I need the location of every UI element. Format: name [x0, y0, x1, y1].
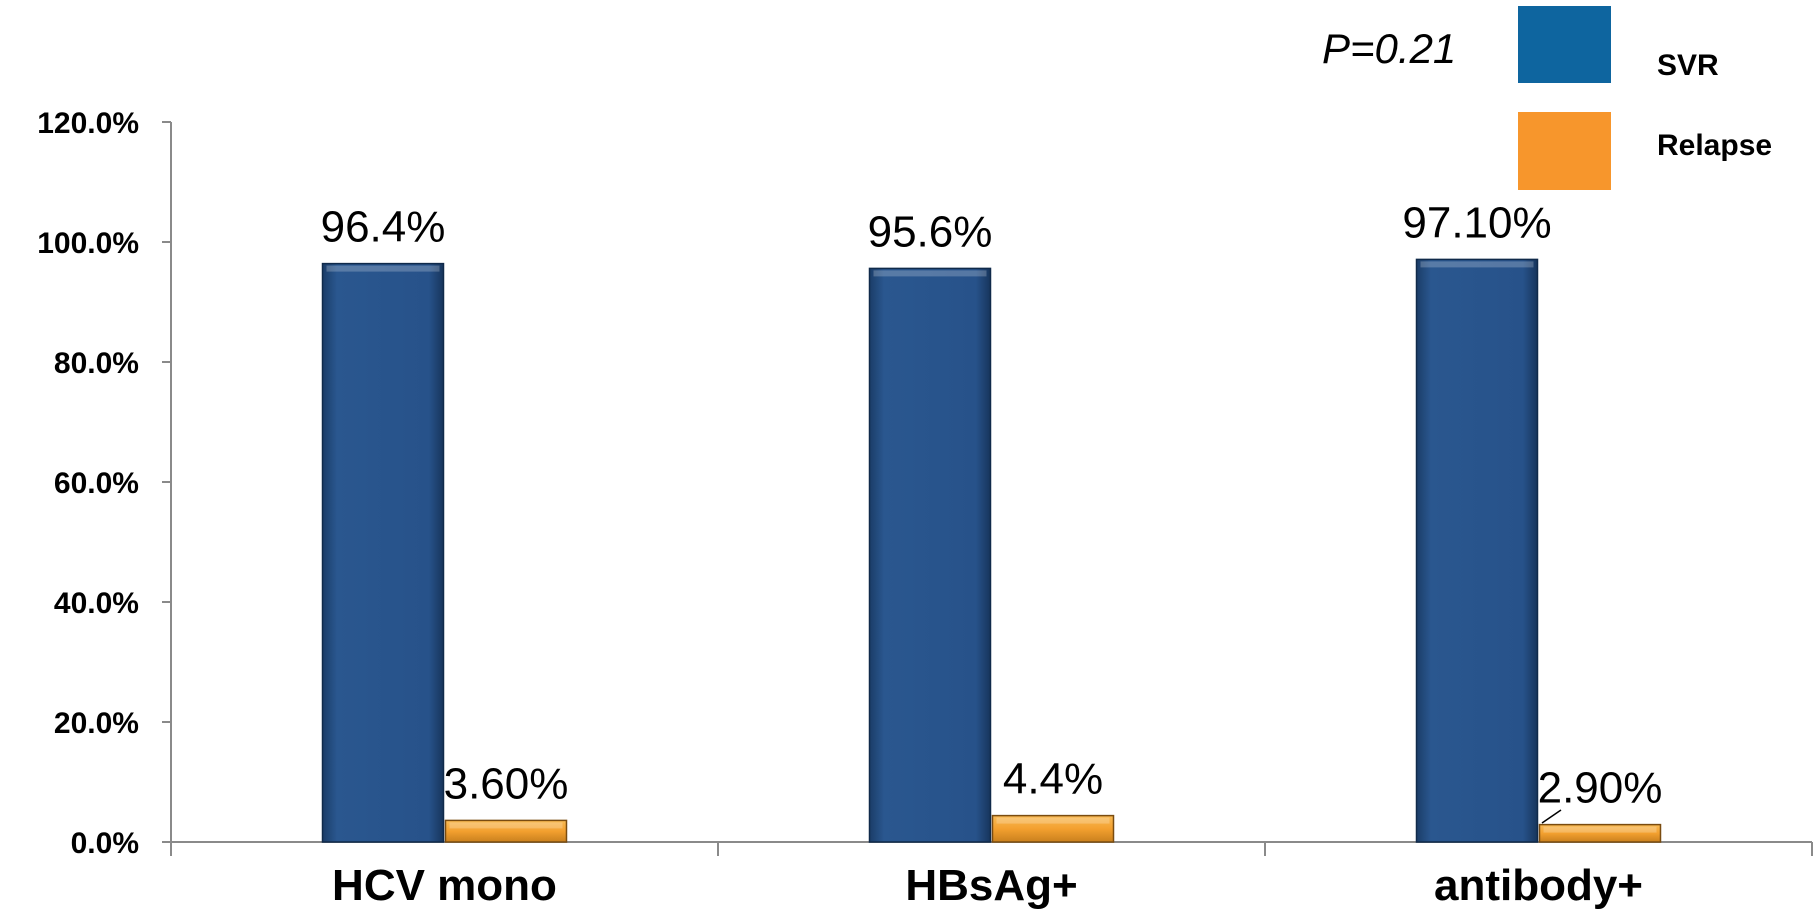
y-tick-label: 80.0% [54, 347, 139, 380]
legend: SVR Relapse [1518, 6, 1772, 190]
x-category-label: antibody+ [1434, 861, 1643, 910]
x-axis: HCV mono HBsAg+ antibody+ [170, 841, 1813, 910]
data-label-relapse: 3.60% [444, 759, 569, 808]
bar-bevel [873, 270, 987, 277]
bar-bevel [1420, 261, 1534, 268]
y-tick-label: 20.0% [54, 707, 139, 740]
data-label-relapse: 2.90% [1538, 764, 1663, 813]
y-axis: 0.0% 20.0% 40.0% 60.0% 80.0% 100.0% 120.0% [37, 107, 172, 860]
bar-relapse [444, 819, 568, 843]
legend-swatch-relapse [1518, 112, 1611, 190]
leader-line [1541, 809, 1562, 824]
y-tick-label: 120.0% [37, 107, 139, 140]
bar-relapse [991, 814, 1115, 843]
bar-bevel [996, 817, 1110, 824]
y-tick-label: 60.0% [54, 467, 139, 500]
y-axis-ticks: 0.0% 20.0% 40.0% 60.0% 80.0% 100.0% 120.0% [37, 107, 171, 860]
x-category-label: HCV mono [332, 861, 557, 910]
bar-relapse [1538, 823, 1662, 843]
x-category-label: HBsAg+ [905, 861, 1077, 910]
y-tick-label: 100.0% [37, 227, 139, 260]
bar-svr [1415, 258, 1539, 843]
data-label-svr: 96.4% [321, 203, 446, 252]
p-value-annotation: P=0.21 [1322, 25, 1456, 72]
y-tick-label: 40.0% [54, 587, 139, 620]
legend-swatch-svr [1518, 6, 1611, 83]
bar-bevel [326, 265, 440, 272]
bar-svr [868, 267, 992, 843]
legend-label-svr: SVR [1657, 49, 1719, 82]
bar-bevel [449, 822, 563, 829]
legend-label-relapse: Relapse [1657, 129, 1772, 162]
data-labels: 96.4% 3.60% 95.6% 4.4% 97.10% 2.90% [321, 198, 1663, 812]
bar-bevel [1543, 826, 1657, 833]
data-label-svr: 95.6% [868, 207, 993, 256]
bar-svr [321, 262, 445, 843]
x-axis-ticks: HCV mono HBsAg+ antibody+ [170, 842, 1813, 910]
y-tick-label: 0.0% [71, 827, 139, 860]
data-label-svr: 97.10% [1402, 198, 1551, 247]
data-label-relapse: 4.4% [1003, 755, 1103, 804]
bars [321, 258, 1662, 843]
